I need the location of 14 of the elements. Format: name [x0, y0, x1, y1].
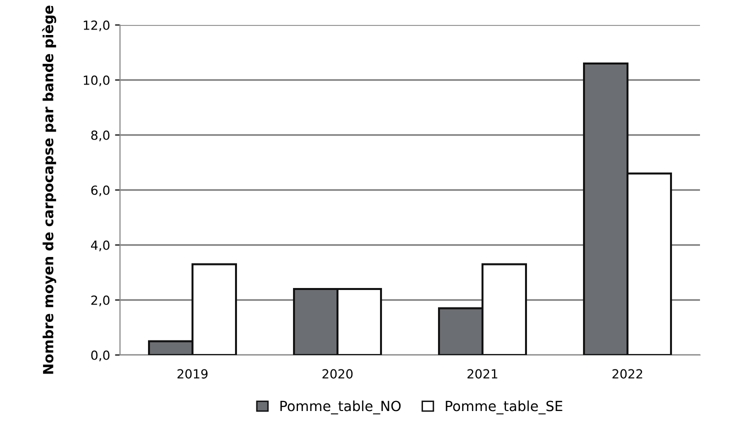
legend-label: Pomme_table_NO [280, 400, 401, 414]
x-tick-label: 2021 [468, 369, 498, 379]
legend-label: Pomme_table_SE [446, 400, 562, 414]
y-tick-label: 2,0 [91, 295, 110, 306]
x-tick-label: 2022 [612, 369, 642, 379]
y-tick-label: 4,0 [91, 240, 110, 252]
y-axis-title: Nombre moyen de carpocapse par bande piège [42, 6, 56, 374]
y-tick-label: 0,0 [91, 350, 110, 362]
y-tick-label: 8,0 [91, 130, 110, 142]
x-tick-label: 2019 [178, 369, 208, 379]
y-tick-label: 12,0 [84, 20, 110, 32]
y-tick-label: 6,0 [91, 185, 110, 196]
y-tick-label: 10,0 [84, 75, 110, 86]
x-tick-label: 2020 [322, 369, 353, 379]
